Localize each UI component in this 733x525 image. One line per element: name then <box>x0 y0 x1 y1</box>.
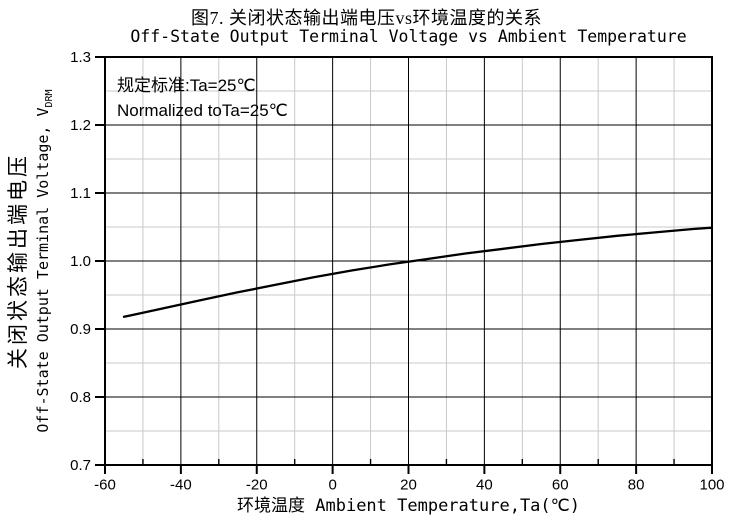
x-tick-label: 20 <box>400 476 417 493</box>
annotation-line-cn: 规定标准:Ta=25℃ <box>117 76 256 95</box>
data-curve <box>122 226 714 318</box>
y-tick-label: 0.7 <box>70 457 91 474</box>
y-axis-label: 关闭状态输出端电压 Off-State Output Terminal Volt… <box>5 57 65 465</box>
chart-title-en: Off-State Output Terminal Voltage vs Amb… <box>130 27 687 46</box>
x-tick-label: -20 <box>246 476 268 493</box>
y-tick-label: 0.8 <box>70 389 91 406</box>
x-tick-label: 60 <box>552 476 569 493</box>
y-tick-label: 1.3 <box>70 49 91 66</box>
x-tick-label: 40 <box>476 476 493 493</box>
y-tick-label: 0.9 <box>70 321 91 338</box>
x-tick-label: -40 <box>170 476 192 493</box>
y-axis-label-subscript: DRM <box>44 89 55 108</box>
y-axis-label-en: Off-State Output Terminal Voltage, VDRM <box>34 89 55 433</box>
x-tick-label: -60 <box>94 476 116 493</box>
chart-title-cn: 图7. 关闭状态输出端电压vs环境温度的关系 <box>190 8 542 28</box>
y-tick-label: 1.0 <box>70 253 91 270</box>
annotation: 规定标准:Ta=25℃ Normalized toTa=25℃ <box>117 73 288 123</box>
x-tick-label: 80 <box>628 476 645 493</box>
annotation-line-en: Normalized toTa=25℃ <box>117 101 288 120</box>
x-tick-label: 0 <box>328 476 336 493</box>
y-axis-label-cn: 关闭状态输出端电压 <box>7 153 30 369</box>
y-tick-label: 1.2 <box>70 117 91 134</box>
x-tick-label: 100 <box>699 476 724 493</box>
y-tick-label: 1.1 <box>70 185 91 202</box>
x-axis-label: 环境温度 Ambient Temperature,Ta(℃) <box>237 496 580 516</box>
